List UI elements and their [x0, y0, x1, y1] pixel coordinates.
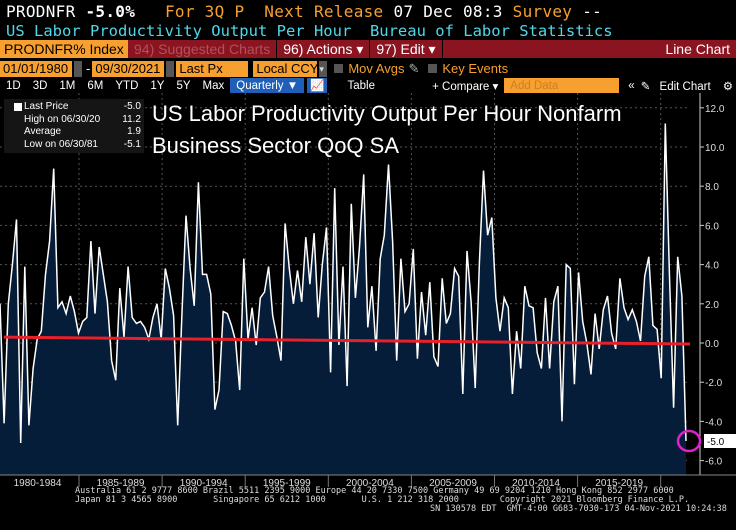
x-tick-label: 2000-2004: [346, 478, 394, 487]
series-area: [0, 123, 686, 475]
x-tick-label: 2010-2014: [512, 478, 560, 487]
y-tick-label: 2.0: [705, 300, 719, 311]
period-6m[interactable]: 6M: [87, 80, 104, 92]
range-bar: 01/01/1980 - 09/30/2021 Last Px Local CC…: [0, 60, 508, 77]
legend-label: Last Price: [24, 101, 69, 112]
legend-value: -5.0: [123, 101, 141, 112]
x-tick-label: 1985-1989: [97, 478, 145, 487]
y-tick-label: 8.0: [705, 182, 719, 193]
legend-label: High on 06/30/20: [24, 113, 101, 125]
y-tick-label: 12.0: [705, 104, 725, 115]
legend-value: 1.9: [127, 126, 141, 137]
legend-value: -5.1: [123, 138, 141, 150]
security-description: US Labor Productivity Output Per Hour Bu…: [6, 22, 613, 40]
period-1m[interactable]: 1M: [59, 80, 76, 92]
period-1y[interactable]: 1Y: [150, 80, 165, 92]
index-field[interactable]: PRODNFR% Index: [0, 40, 128, 58]
trend-line: [3, 335, 691, 346]
toolbar: PRODNFR% Index 94) Suggested Charts 96) …: [0, 40, 736, 58]
x-tick-label: 2005-2009: [429, 478, 477, 487]
pencil-icon[interactable]: ✎: [408, 60, 420, 76]
date-separator: -: [86, 61, 91, 76]
add-data-input[interactable]: Add Data: [504, 78, 620, 94]
y-tick-label: -2.0: [705, 378, 723, 389]
mov-avgs-checkbox[interactable]: [334, 64, 344, 73]
chart-area[interactable]: 12.010.08.06.04.02.00.0-2.0-4.0-6.0-5.0 …: [0, 93, 736, 487]
chart-type-label: Line Chart: [665, 41, 730, 57]
field-select[interactable]: Last Px: [176, 60, 249, 77]
footer-copyright: Japan 81 3 4565 8900 Singapore 65 6212 1…: [75, 495, 690, 505]
ticker-header: PRODNFR -5.0% For 3Q P Next Release 07 D…: [6, 2, 602, 21]
period-bar: 1D 3D 1M 6M YTD 1Y 5Y Max Quarterly ▼ 📈 …: [0, 78, 736, 94]
y-tick-label: 10.0: [705, 143, 725, 154]
period-5y[interactable]: 5Y: [176, 80, 191, 92]
legend-value: 11.2: [122, 113, 141, 125]
actions-menu[interactable]: 96) Actions ▾: [277, 40, 371, 58]
y-tick-label: -6.0: [705, 457, 723, 468]
start-date-input[interactable]: 01/01/1980: [0, 60, 72, 77]
legend-row: Low on 06/30/81 -5.1: [24, 139, 141, 152]
x-tick-label: 1995-1999: [263, 478, 311, 487]
line-chart-icon[interactable]: 📈: [307, 78, 328, 94]
table-button[interactable]: Table: [347, 80, 375, 92]
calendar-icon[interactable]: [74, 60, 82, 77]
x-tick-label: 2015-2019: [595, 478, 643, 487]
legend-row: Last Price -5.0: [24, 101, 141, 114]
survey-value: --: [582, 2, 603, 21]
compare-button[interactable]: + Compare ▾: [432, 81, 499, 93]
ticker: PRODNFR: [6, 2, 76, 21]
gear-icon[interactable]: ⚙: [722, 81, 733, 93]
legend-label: Average: [24, 126, 62, 137]
calendar-icon[interactable]: [166, 60, 175, 77]
collapse-icon[interactable]: «: [628, 80, 635, 92]
change-value: -5.0%: [85, 2, 136, 21]
period-1d[interactable]: 1D: [6, 80, 21, 92]
y-tick-label: 4.0: [705, 261, 719, 272]
mov-avgs-label: Mov Avgs: [348, 61, 405, 76]
key-events-checkbox[interactable]: [428, 64, 438, 73]
x-tick-label: 1990-1994: [180, 478, 228, 487]
key-events-label: Key Events: [442, 61, 509, 76]
period-ytd[interactable]: YTD: [115, 80, 139, 92]
footer: Australia 61 2 9777 8600 Brazil 5511 239…: [0, 487, 736, 514]
frequency-select[interactable]: Quarterly ▼: [230, 78, 305, 94]
suggested-charts-button[interactable]: 94) Suggested Charts: [128, 40, 278, 58]
y-tick-label: 0.0: [705, 339, 719, 350]
edit-chart-label: Edit Chart: [659, 81, 711, 93]
survey-label: Survey: [512, 2, 573, 21]
chart-title: US Labor Productivity Output Per Hour No…: [152, 101, 622, 158]
end-date-input[interactable]: 09/30/2021: [92, 60, 165, 77]
footer-session: SN 130578 EDT GMT-4:00 G683-7030-173 04-…: [430, 504, 727, 514]
legend-row: High on 06/30/20 11.2: [24, 114, 141, 127]
y-tick-label: -4.0: [705, 417, 723, 428]
last-value-highlight: [676, 429, 702, 453]
legend-row: Average 1.9: [24, 126, 141, 139]
y-tick-label: 6.0: [705, 221, 719, 232]
chevron-down-icon[interactable]: ▾: [319, 60, 328, 77]
footer-contacts: Australia 61 2 9777 8600 Brazil 5511 239…: [75, 486, 674, 496]
series-swatch: [14, 103, 22, 111]
last-value-label: -5.0: [707, 437, 725, 448]
x-tick-label: 1980-1984: [14, 478, 62, 487]
last-value-tag: [704, 434, 736, 448]
edit-chart-button[interactable]: ✎ Edit Chart: [638, 79, 720, 93]
series-line: [0, 123, 687, 444]
period-max[interactable]: Max: [202, 80, 225, 92]
currency-select[interactable]: Local CCY: [253, 60, 318, 77]
next-release-label: Next Release: [264, 2, 384, 21]
period-3d[interactable]: 3D: [32, 80, 48, 92]
legend: Last Price -5.0 High on 06/30/20 11.2 Aver…: [4, 99, 144, 153]
for-label: For 3Q P: [164, 2, 245, 21]
next-release-value: 07 Dec 08:3: [393, 2, 503, 21]
edit-menu[interactable]: 97) Edit ▾: [370, 40, 443, 58]
legend-label: Low on 06/30/81: [24, 138, 98, 150]
